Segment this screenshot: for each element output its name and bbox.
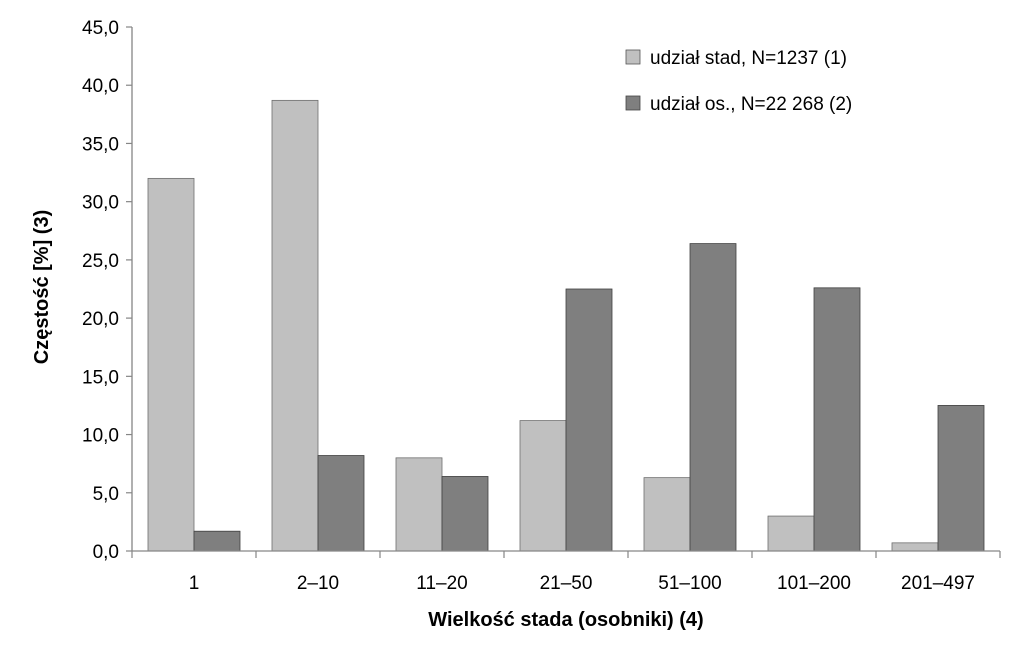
x-tick-label: 21–50 (540, 573, 593, 594)
y-tick-label: 10,0 (82, 426, 119, 447)
y-tick-label: 30,0 (82, 193, 119, 214)
bar-series2-101–200 (813, 287, 861, 552)
bar-series1-11–20 (395, 457, 443, 552)
x-tick-label: 2–10 (297, 573, 339, 594)
x-tick-label: 51–100 (658, 573, 721, 594)
x-tick-label: 101–200 (777, 573, 851, 594)
bar-series1-2–10 (271, 99, 319, 552)
y-axis-ticks: 0,0 5,0 10,0 15,0 20,0 25,0 30,0 35,0 40,0 45,0 (82, 18, 132, 563)
y-tick-label: 45,0 (82, 18, 119, 39)
legend-swatch-udzial-stad (625, 49, 641, 65)
bar-series2-2–10 (317, 455, 365, 552)
legend-label-udzial-os: udział os., N=22 268 (2) (650, 94, 852, 115)
y-tick-label: 35,0 (82, 134, 119, 155)
bar-series2-21–50 (565, 288, 613, 552)
legend-swatch-udzial-os (625, 95, 641, 111)
bar-series1-201–497 (891, 542, 939, 552)
x-tick-label: 11–20 (416, 573, 467, 594)
bar-series2-201–497 (937, 405, 985, 552)
y-tick-label: 5,0 (93, 484, 119, 505)
bar-series1-101–200 (767, 515, 815, 552)
y-tick-label: 40,0 (82, 76, 119, 97)
legend: udział stad, N=1237 (1) udział os., N=22… (625, 48, 852, 115)
legend-label-udzial-stad: udział stad, N=1237 (1) (650, 48, 847, 69)
y-tick-label: 15,0 (82, 367, 119, 388)
bar-series1-51–100 (643, 477, 691, 552)
x-tick-label: 201–497 (901, 573, 975, 594)
y-tick-label: 20,0 (82, 309, 119, 330)
bar-series1-1 (147, 177, 195, 552)
bar-series2-11–20 (441, 476, 489, 552)
bar-series2-1 (193, 530, 241, 552)
axes (131, 27, 1000, 552)
y-tick-label: 25,0 (82, 251, 119, 272)
x-axis-title: Wielkość stada (osobniki) (4) (428, 609, 703, 631)
x-axis-ticks: 1 2–10 11–20 21–50 51–100 101–200 201–497 (131, 551, 1001, 594)
x-tick-label: 1 (189, 573, 200, 594)
bars (147, 99, 985, 552)
y-axis-title: Częstość [%] (3) (31, 210, 53, 364)
bar-series1-21–50 (519, 420, 567, 552)
bar-series2-51–100 (689, 243, 737, 552)
y-tick-label: 0,0 (93, 542, 119, 563)
